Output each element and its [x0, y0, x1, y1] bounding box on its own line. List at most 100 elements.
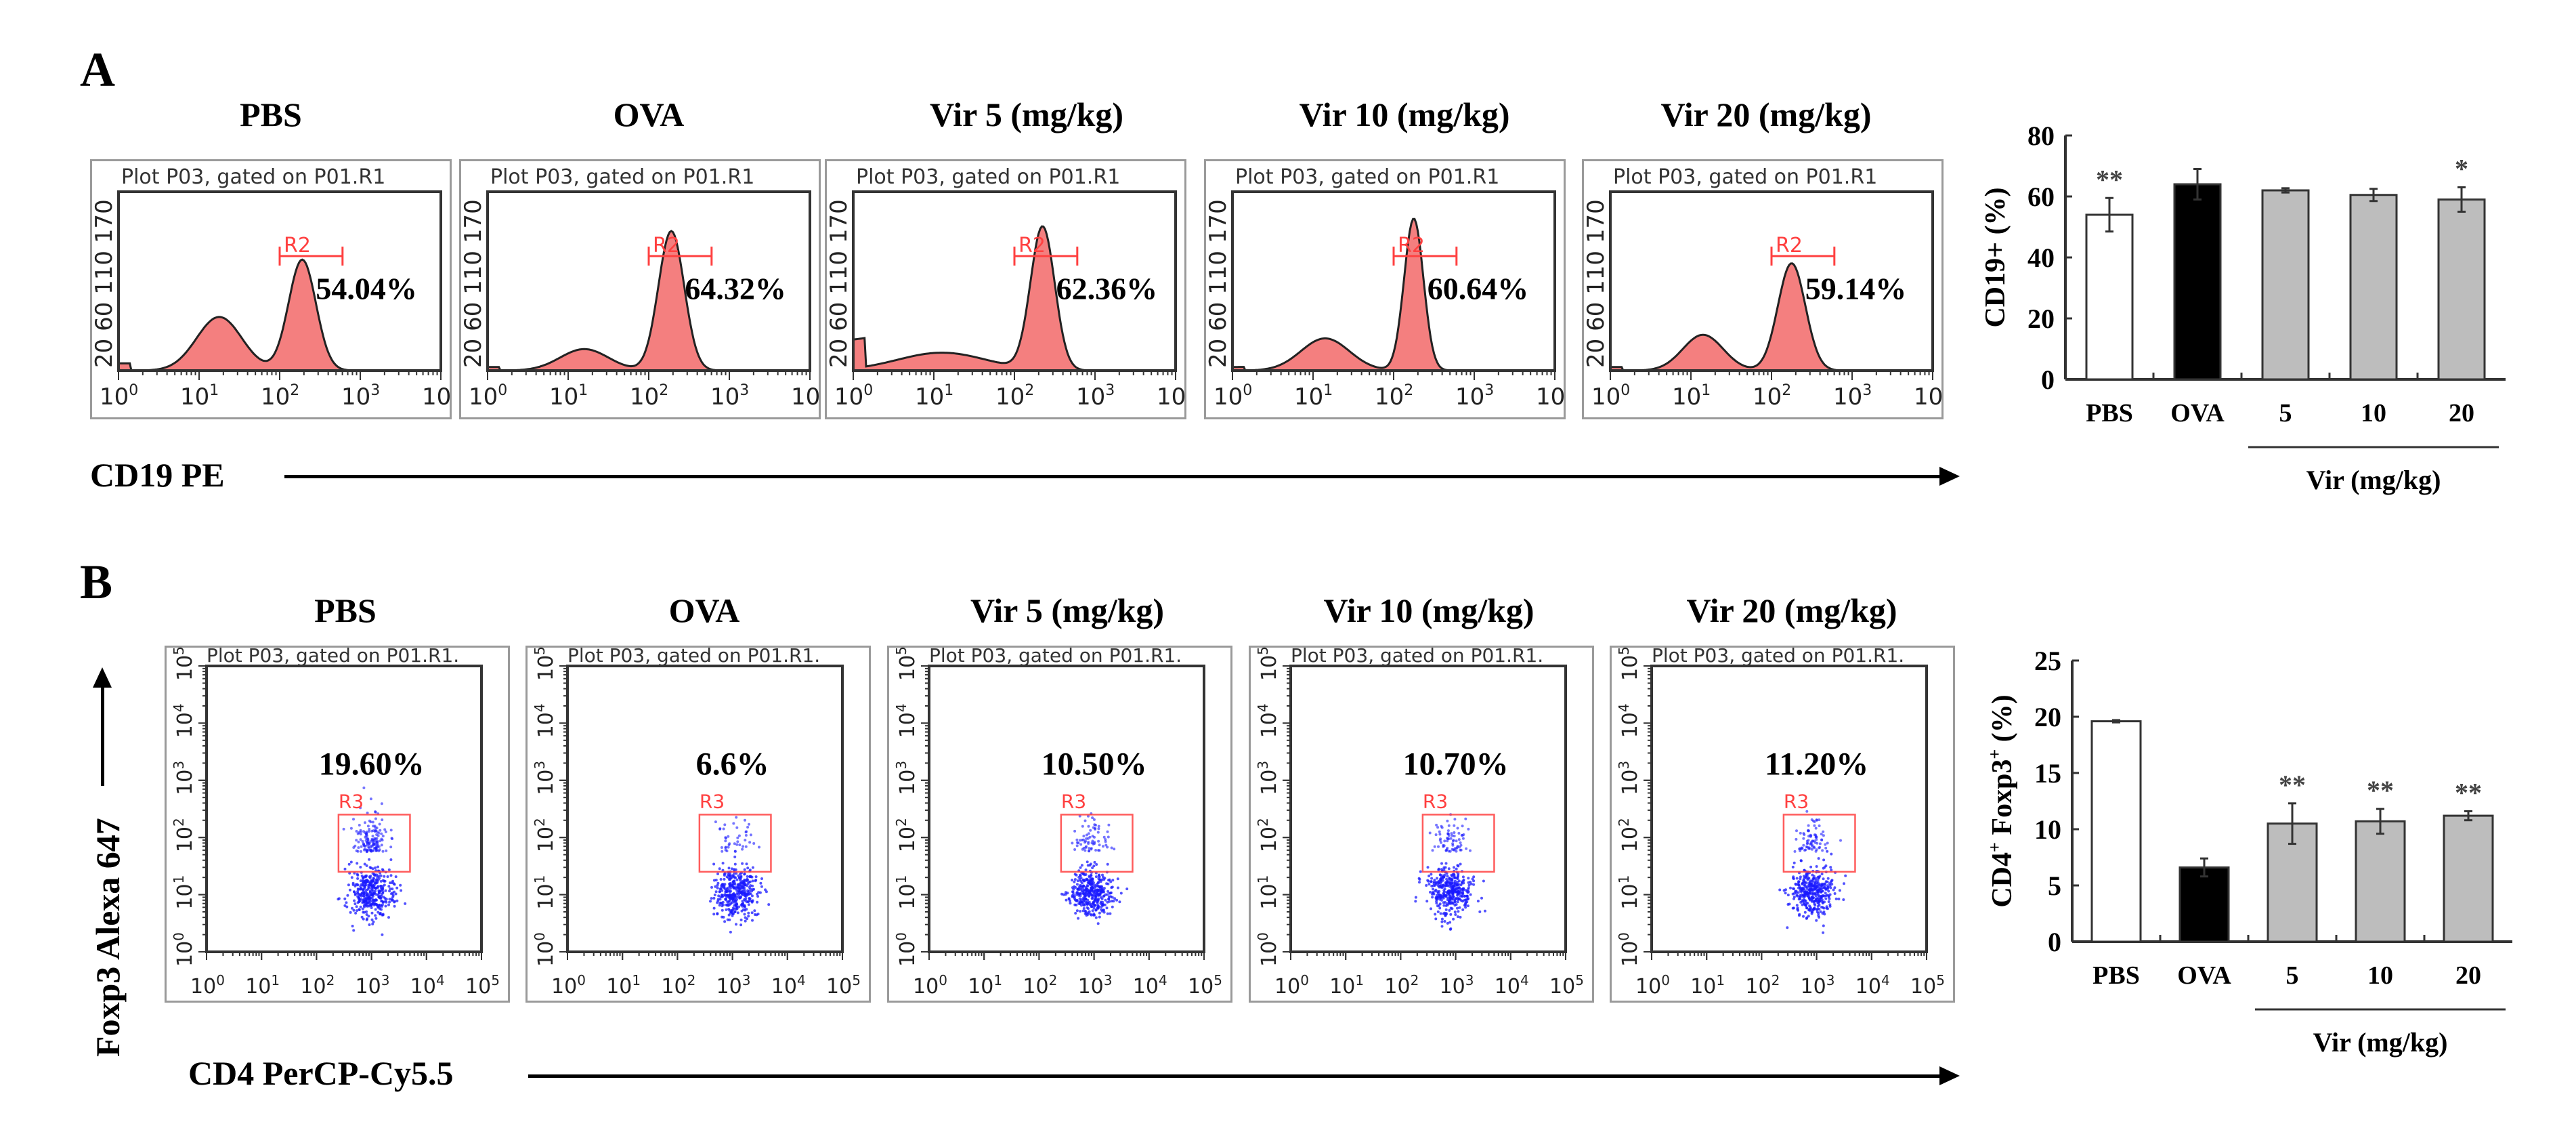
event-dot	[1818, 908, 1821, 911]
x-tick-label: 101	[1672, 382, 1711, 411]
event-dot	[1106, 862, 1109, 866]
event-dot	[747, 911, 750, 915]
y-tick-label: 103	[171, 761, 197, 795]
event-dot	[359, 905, 362, 908]
y-tick-label: 101	[893, 875, 920, 910]
event-dot	[1456, 876, 1459, 879]
event-dot	[352, 846, 356, 849]
event-dot	[1071, 895, 1074, 898]
tick-base: 10	[1753, 383, 1782, 411]
x-tick-label: 103	[341, 382, 380, 411]
event-dot	[749, 833, 752, 837]
event-dot	[1093, 883, 1096, 887]
event-dot	[744, 919, 747, 923]
event-dot	[369, 866, 372, 870]
gate-percent: 54.04%	[316, 271, 417, 306]
y-tick-label: 105	[171, 646, 197, 681]
event-dot	[1446, 896, 1449, 900]
event-dot	[343, 897, 347, 900]
event-dot	[1088, 879, 1091, 882]
tick-base: 10	[1549, 975, 1575, 999]
event-dot	[393, 900, 396, 904]
event-dot	[1823, 884, 1826, 887]
event-dot	[724, 845, 727, 849]
event-dot	[1812, 887, 1816, 891]
gate-percent: 60.64%	[1427, 271, 1529, 306]
event-dot	[1818, 875, 1822, 878]
event-dot	[1086, 913, 1090, 916]
event-dot	[1446, 921, 1449, 925]
event-dot	[737, 892, 741, 896]
tick-base: 10	[356, 975, 381, 999]
event-dot	[1088, 891, 1092, 894]
tick-exponent: 2	[893, 818, 909, 826]
event-dot	[1457, 874, 1460, 877]
event-dot	[1452, 902, 1455, 905]
gate-percent: 64.32%	[685, 271, 786, 306]
event-dot	[1438, 881, 1441, 885]
cd19-bar-chart: 0 20 40 60 80 ** PBS OVA 5 10 * 20 Vir (mg/kg) CD19+ …	[1980, 121, 2506, 495]
event-dot	[745, 900, 748, 904]
event-dot	[1088, 847, 1091, 850]
tick-exponent: 3	[742, 972, 751, 988]
arrow-up-icon	[93, 667, 112, 688]
event-dot	[366, 917, 369, 921]
event-dot	[739, 881, 742, 885]
tick-base: 10	[1591, 383, 1620, 411]
x-tick-label: 105	[826, 972, 861, 999]
event-dot	[357, 846, 360, 850]
event-dot	[1087, 814, 1090, 818]
y-tick-label: 104	[893, 703, 920, 738]
event-dot	[1098, 911, 1101, 915]
tick-base: 10	[173, 712, 197, 738]
event-dot	[1438, 839, 1442, 842]
event-dot	[1797, 891, 1800, 894]
event-dot	[1073, 880, 1076, 883]
event-dot	[377, 904, 381, 907]
event-dot	[1461, 824, 1464, 828]
event-dot	[1446, 890, 1450, 893]
event-dot	[1456, 900, 1459, 904]
event-dot	[1817, 857, 1820, 860]
event-dot	[1458, 906, 1461, 909]
event-dot	[727, 908, 731, 911]
event-dot	[1083, 902, 1087, 906]
event-dot	[1436, 826, 1440, 829]
event-dot	[379, 829, 382, 832]
event-dot	[1465, 847, 1468, 850]
gate-percent: 59.14%	[1805, 271, 1907, 306]
event-dot	[1108, 878, 1111, 881]
histogram-plot: Plot P03, gated on P01.R1100101102103104…	[1204, 159, 1566, 419]
event-dot	[1459, 915, 1462, 919]
event-dot	[1097, 874, 1100, 877]
tick-exponent: 5	[1936, 972, 1945, 988]
event-dot	[363, 899, 366, 902]
event-dot	[731, 908, 734, 912]
event-dot	[1822, 924, 1825, 927]
event-dot	[1803, 833, 1806, 836]
tick-exponent: 2	[1025, 382, 1034, 399]
event-dot	[1064, 893, 1067, 896]
event-dot	[737, 834, 741, 837]
event-dot	[380, 832, 383, 835]
event-dot	[1098, 893, 1102, 896]
event-dot	[372, 892, 376, 895]
event-dot	[1439, 912, 1442, 915]
event-dot	[1820, 838, 1824, 841]
tick-exponent: 1	[1716, 972, 1725, 988]
event-dot	[372, 920, 375, 923]
tick-base: 10	[896, 883, 920, 909]
tick-exponent: 5	[893, 646, 909, 655]
event-dot	[343, 867, 347, 871]
event-dot	[750, 911, 754, 915]
gate-percent: 62.36%	[1056, 271, 1158, 306]
y-tick-label: 60	[2027, 182, 2055, 212]
event-dot	[1803, 893, 1807, 896]
panel-a-x-axis-label: CD19 PE	[90, 456, 225, 494]
event-dot	[1453, 876, 1457, 879]
event-dot	[1111, 896, 1114, 899]
x-tick-label: 105	[1188, 972, 1222, 999]
event-dot	[374, 849, 378, 852]
event-dot	[381, 879, 385, 882]
event-dot	[712, 906, 716, 910]
